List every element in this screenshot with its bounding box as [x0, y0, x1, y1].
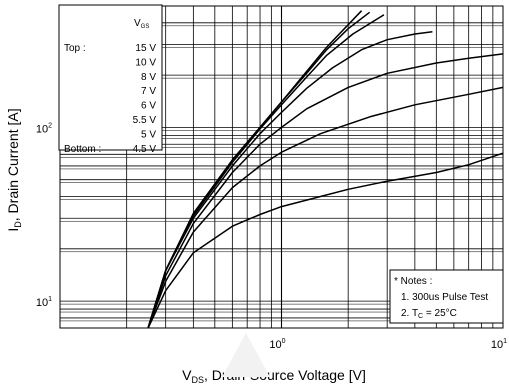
legend: VGS Top : 15 V 10 V 8 V 7 V 6 V 5.5 V 5 V Bottom…: [58, 4, 163, 155]
y-tick-label: 101: [36, 296, 52, 309]
legend-header: VGS: [134, 18, 149, 30]
x-tick-label: 101: [491, 338, 507, 351]
notes-frame: [389, 269, 504, 324]
y-axis-label: ID, Drain Current [A]: [5, 108, 23, 231]
y-tick-labels: 101 102: [36, 122, 52, 309]
x-tick-label: 100: [269, 338, 285, 351]
series-line-4: [147, 53, 504, 329]
watermark-triangle: [222, 333, 270, 377]
legend-row-value: 5 V: [141, 129, 156, 140]
legend-row-value: 8 V: [141, 72, 156, 83]
plot-frame: [59, 5, 504, 329]
legend-row-value: 7 V: [141, 86, 156, 97]
series-line-6: [147, 152, 504, 329]
legend-row-prefix: Bottom :: [64, 144, 101, 155]
x-axis-label: VDS, Drain-Source Voltage [V]: [182, 367, 366, 385]
series-lines: [147, 10, 504, 329]
notes-box: * Notes : 1. 300us Pulse Test 2. TC = 25…: [389, 269, 504, 324]
legend-row-value: 5.5 V: [133, 115, 157, 126]
notes-line-1: 1. 300us Pulse Test: [401, 292, 488, 303]
legend-row-value: 6 V: [141, 101, 156, 112]
x-tick-labels: 100 101: [269, 338, 507, 351]
legend-row-value: 4.5 V: [133, 144, 157, 155]
legend-row-value: 15 V: [135, 43, 156, 54]
series-line-5: [147, 86, 504, 329]
legend-row-value: 10 V: [135, 57, 156, 68]
series-line-3: [147, 31, 433, 329]
legend-rows: Top : 15 V 10 V 8 V 7 V 6 V 5.5 V 5 V Bottom : 4.…: [64, 43, 156, 155]
notes-line-2: 2. TC = 25°C: [401, 308, 457, 320]
y-tick-label: 102: [36, 122, 52, 135]
legend-box: [58, 4, 163, 151]
legend-row-prefix: Top :: [64, 43, 86, 54]
notes-title: * Notes :: [394, 276, 432, 287]
